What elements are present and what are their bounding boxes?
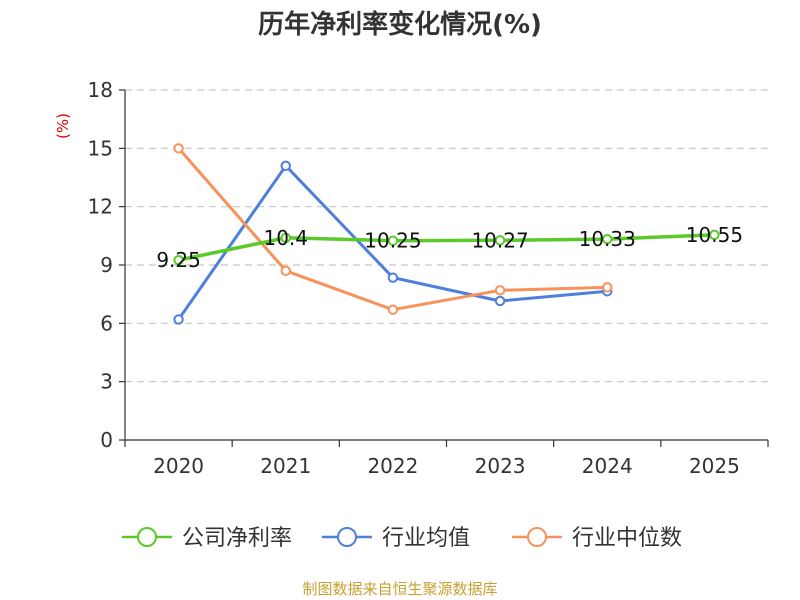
legend-label: 行业均值 <box>382 526 470 551</box>
data-point <box>387 304 399 315</box>
legend: 公司净利率 行业均值 行业中位数 <box>122 526 682 551</box>
data-point <box>709 229 720 241</box>
y-tick-label: 15 <box>88 136 113 160</box>
legend-item: 公司净利率 <box>122 526 292 551</box>
data-point <box>602 233 613 245</box>
legend-item: 行业均值 <box>322 526 470 551</box>
legend-label: 行业中位数 <box>572 526 682 551</box>
data-point <box>602 282 613 293</box>
data-point <box>173 254 184 266</box>
chart-title: 历年净利率变化情况(%) <box>258 10 542 40</box>
data-point <box>387 235 399 246</box>
y-axis-unit-label: (%) <box>54 113 72 139</box>
source-note: 制图数据来自恒生聚源数据库 <box>302 580 498 598</box>
x-tick-label: 2021 <box>260 454 311 478</box>
data-point <box>387 272 399 283</box>
y-tick-label: 0 <box>100 428 113 452</box>
data-point <box>494 295 506 307</box>
data-point <box>280 265 291 277</box>
axes: 0 3 6 9 12 15 18 2020 2021 2022 2023 2024 2025 <box>88 78 769 478</box>
data-point <box>280 160 291 172</box>
x-tick-label: 2025 <box>689 454 740 478</box>
data-label: 10.55 <box>686 223 743 247</box>
data-point <box>494 285 506 296</box>
data-label: 9.25 <box>156 248 201 272</box>
y-tick-label: 9 <box>100 253 113 277</box>
data-point <box>173 143 184 154</box>
x-tick-label: 2023 <box>475 454 526 478</box>
y-tick-label: 18 <box>88 78 113 102</box>
x-tick-label: 2022 <box>367 454 418 478</box>
data-label: 10.4 <box>263 226 308 250</box>
legend-marker <box>337 527 357 547</box>
data-labels: 9.25 10.4 10.25 10.27 10.33 10.55 <box>156 223 743 272</box>
x-tick-label: 2024 <box>582 454 633 478</box>
legend-marker <box>527 527 547 547</box>
data-point <box>494 235 506 246</box>
data-label: 10.33 <box>579 227 636 251</box>
data-point <box>280 232 291 243</box>
y-tick-label: 6 <box>100 311 113 335</box>
y-tick-label: 12 <box>88 195 113 219</box>
series-line <box>178 233 715 262</box>
x-tick-label: 2020 <box>153 454 204 478</box>
data-label: 10.27 <box>471 228 528 252</box>
legend-marker <box>137 527 157 547</box>
y-tick-label: 3 <box>100 370 113 394</box>
data-label: 10.25 <box>364 229 421 253</box>
data-point <box>173 314 184 325</box>
legend-label: 公司净利率 <box>182 526 292 551</box>
series-layer <box>173 143 720 325</box>
legend-item: 行业中位数 <box>512 526 682 551</box>
